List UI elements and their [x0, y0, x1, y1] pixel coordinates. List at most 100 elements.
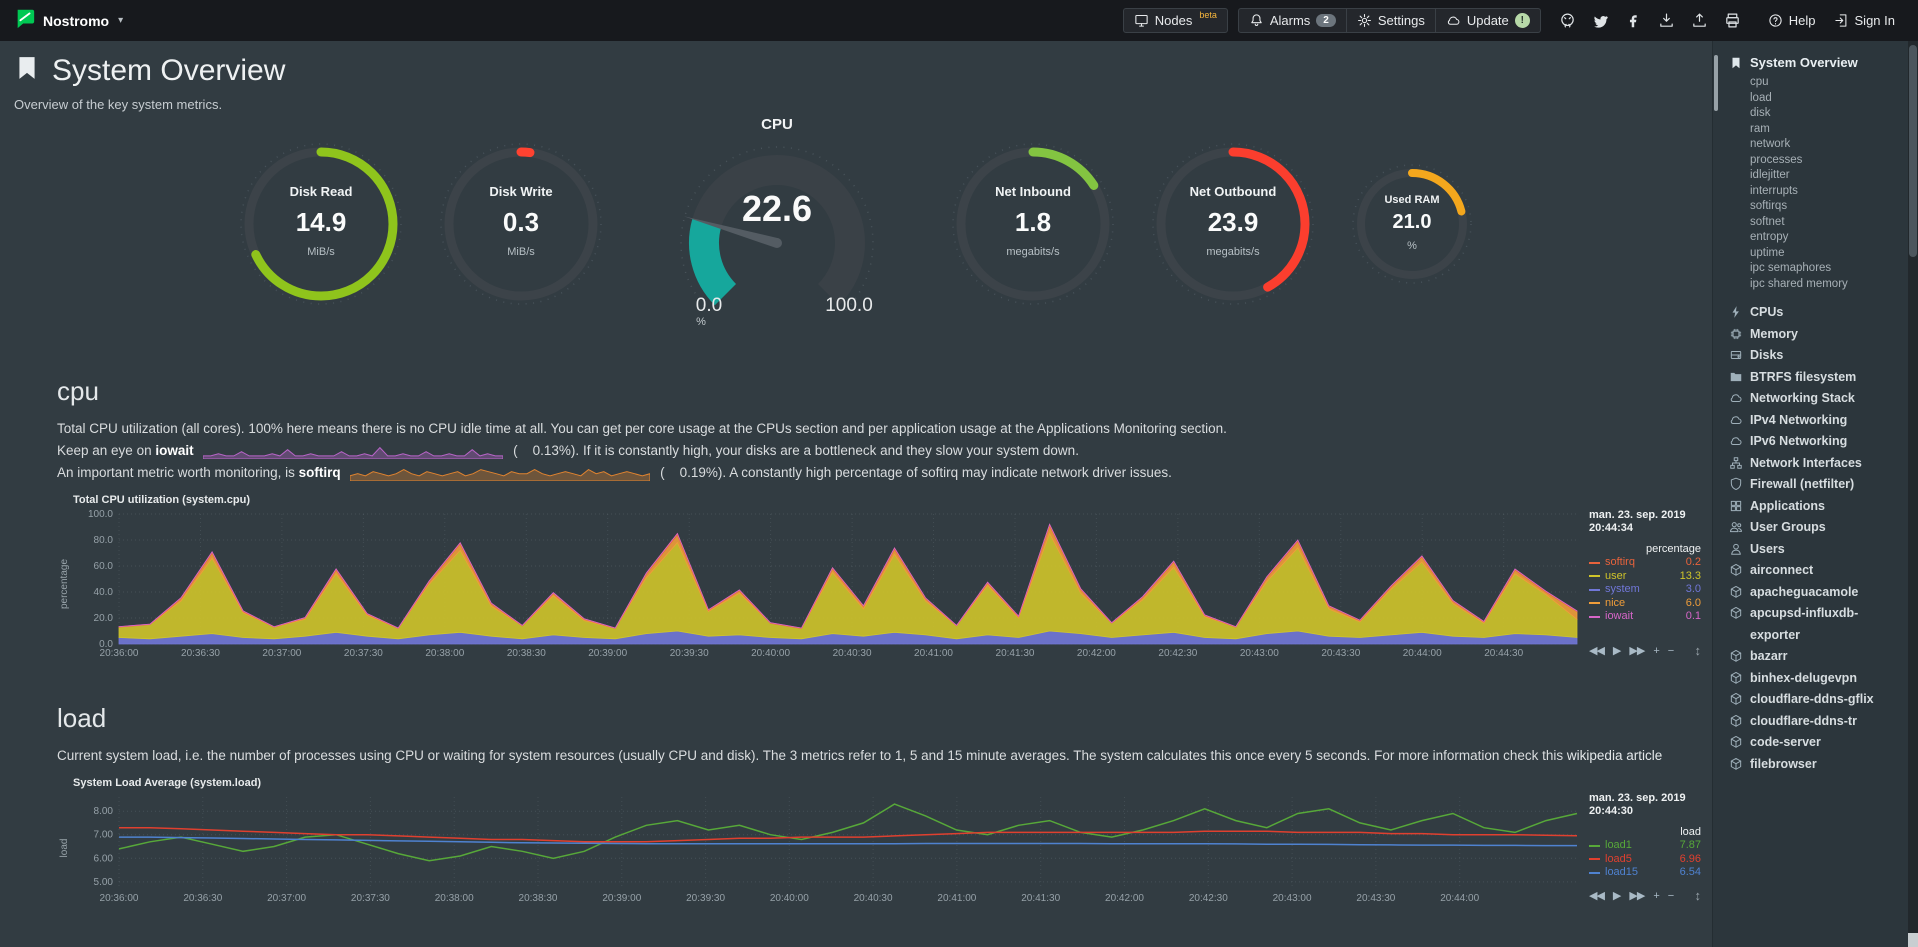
sidebar-item-disks[interactable]: Disks: [1729, 345, 1902, 367]
export-link[interactable]: [1658, 12, 1675, 29]
gauge-used-ram[interactable]: Used RAM 21.0 %: [1349, 161, 1475, 287]
settings-button[interactable]: Settings: [1346, 8, 1436, 33]
user-icon: [1731, 543, 1741, 555]
softirq-sparkline[interactable]: [349, 466, 651, 482]
signin-link[interactable]: Sign In: [1834, 13, 1895, 28]
sidebar-item-bazarr[interactable]: bazarr: [1729, 646, 1902, 668]
chart-resize-handle[interactable]: ↕: [1694, 643, 1702, 658]
page-scrollbar-thumb[interactable]: [1909, 45, 1917, 257]
sidebar-subitem-softirqs[interactable]: softirqs: [1750, 200, 1788, 212]
cloud-icon: [1730, 415, 1742, 424]
legend-item-nice[interactable]: nice 6.0: [1589, 597, 1701, 611]
sidebar-subitem-disk[interactable]: disk: [1750, 107, 1771, 119]
alarms-button[interactable]: Alarms 2: [1237, 8, 1347, 33]
sidebar-subitem-ram[interactable]: ram: [1750, 122, 1770, 135]
sidebar-item-code-server[interactable]: code-server: [1729, 732, 1902, 754]
sidebar-item-applications[interactable]: Applications: [1729, 496, 1902, 518]
sidebar-item-users[interactable]: Users: [1729, 539, 1902, 561]
sidebar-item-btrfs-filesystem[interactable]: BTRFS filesystem: [1729, 367, 1902, 389]
sidebar-subitem-processes[interactable]: processes: [1750, 153, 1803, 166]
legend-value: 6.0: [1685, 596, 1701, 609]
chart-plot-cpu[interactable]: 100.0 80.0 60.0 40.0 20.0 0.020:36:00 20:36:30…: [73, 509, 1581, 659]
chart-play-button[interactable]: ▶: [1612, 645, 1622, 657]
chart-pan-backward-button[interactable]: ◀◀: [1589, 645, 1605, 657]
gauge-label: Net Outbound: [1189, 184, 1277, 199]
legend-item-iowait[interactable]: iowait 0.1: [1589, 610, 1701, 624]
sidebar-item-ipv6-networking[interactable]: IPv6 Networking: [1729, 431, 1902, 453]
chart-zoom-in-button[interactable]: +: [1653, 889, 1660, 902]
sidebar-item-cloudflare-ddns-gflix[interactable]: cloudflare-ddns-gflix: [1729, 689, 1902, 711]
chart-pan-forward-button[interactable]: ▶▶: [1629, 890, 1645, 902]
sidebar-subitem-interrupts[interactable]: interrupts: [1750, 184, 1798, 197]
gauge-net-inbound[interactable]: Net Inbound 1.8 megabits/s: [949, 140, 1117, 308]
gauge-net-outbound[interactable]: Net Outbound 23.9 megabits/s: [1149, 140, 1317, 308]
gauge-disk-write[interactable]: Disk Write 0.3 MiB/s: [437, 140, 605, 308]
sidebar-item-ipv4-networking[interactable]: IPv4 Networking: [1729, 410, 1902, 432]
sidebar-item-memory[interactable]: Memory: [1729, 324, 1902, 346]
sidebar-item-networking-stack[interactable]: Networking Stack: [1729, 388, 1902, 410]
legend-item-load5[interactable]: load5 6.96: [1589, 853, 1701, 867]
sidebar-item-binhex-delugevpn[interactable]: binhex-delugevpn: [1729, 668, 1902, 690]
chart-legend: man. 23. sep. 2019 20:44:30 load load1 7…: [1581, 792, 1701, 904]
legend-item-system[interactable]: system 3.0: [1589, 583, 1701, 597]
svg-text:60.0: 60.0: [94, 561, 114, 572]
legend-item-user[interactable]: user 13.3: [1589, 570, 1701, 584]
github-link[interactable]: [1559, 12, 1576, 29]
sidebar-item-apacheguacamole[interactable]: apacheguacamole: [1729, 582, 1902, 604]
cloud-icon: [1730, 394, 1742, 402]
chart-play-button[interactable]: ▶: [1612, 890, 1622, 902]
iowait-sparkline[interactable]: [202, 444, 504, 460]
legend-time: 20:44:34: [1589, 522, 1634, 534]
sidebar-item-label: Networking Stack: [1750, 391, 1855, 405]
chart-legend: man. 23. sep. 2019 20:44:34 percentage s…: [1581, 509, 1701, 659]
cube-icon: [1730, 692, 1742, 705]
twitter-link[interactable]: [1592, 12, 1609, 29]
sidebar-subitem-network[interactable]: network: [1750, 138, 1791, 150]
sidebar-item-network-interfaces[interactable]: Network Interfaces: [1729, 453, 1902, 475]
legend-item-softirq[interactable]: softirq 0.2: [1589, 556, 1701, 570]
legend-value: 6.96: [1679, 852, 1701, 865]
gauge-ring: [240, 143, 402, 305]
chart-zoom-in-button[interactable]: +: [1653, 644, 1660, 657]
legend-item-load1[interactable]: load1 7.87: [1589, 839, 1701, 853]
svg-text:20:42:30: 20:42:30: [1189, 893, 1228, 904]
sidebar-item-system-overview[interactable]: System Overview: [1729, 55, 1902, 70]
sidebar-item-apcupsd-influxdb-exporter[interactable]: apcupsd-influxdb-exporter: [1729, 603, 1902, 646]
wikipedia-link[interactable]: wikipedia article: [1566, 748, 1663, 763]
bookmark-glyph: [19, 57, 35, 79]
chart-pan-forward-button[interactable]: ▶▶: [1629, 645, 1645, 657]
sidebar-item-user-groups[interactable]: User Groups: [1729, 517, 1902, 539]
facebook-link[interactable]: [1625, 12, 1642, 29]
gauge-cpu[interactable]: CPU 22.6 0.0 100.0 %: [637, 116, 917, 332]
legend-swatch: [1589, 561, 1600, 564]
import-link[interactable]: [1691, 12, 1708, 29]
svg-text:20:38:30: 20:38:30: [507, 648, 546, 659]
sidebar-subitem-uptime[interactable]: uptime: [1750, 246, 1785, 259]
sidebar-item-firewall-netfilter[interactable]: Firewall (netfilter): [1729, 474, 1902, 496]
chart-pan-backward-button[interactable]: ◀◀: [1589, 890, 1605, 902]
sidebar-subitem-ipc-shared-memory[interactable]: ipc shared memory: [1750, 277, 1848, 290]
sidebar-subitem-softnet[interactable]: softnet: [1750, 215, 1785, 228]
gauge-disk-read[interactable]: Disk Read 14.9 MiB/s: [237, 140, 405, 308]
sidebar-subitem-ipc-semaphores[interactable]: ipc semaphores: [1750, 262, 1832, 274]
print-link[interactable]: [1724, 12, 1741, 29]
chart-zoom-out-button[interactable]: −: [1667, 889, 1675, 902]
page-scrollbar[interactable]: [1908, 41, 1918, 947]
sidebar-subitem-load[interactable]: load: [1750, 91, 1772, 104]
chart-zoom-out-button[interactable]: −: [1667, 644, 1675, 657]
sidebar-subitem-idlejitter[interactable]: idlejitter: [1750, 169, 1790, 181]
legend-item-load15[interactable]: load15 6.54: [1589, 866, 1701, 880]
sidebar-subitem-entropy[interactable]: entropy: [1750, 231, 1789, 243]
chart-plot-load[interactable]: 8.00 7.00 6.00 5.00 20:36:00 20:36:30 20:37:00…: [73, 792, 1581, 904]
node-selector[interactable]: Nostromo ▾: [14, 7, 123, 34]
help-link[interactable]: Help: [1768, 13, 1816, 28]
svg-text:20:43:00: 20:43:00: [1273, 893, 1312, 904]
nodes-button[interactable]: Nodes beta: [1122, 8, 1228, 33]
sidebar-item-filebrowser[interactable]: filebrowser: [1729, 754, 1902, 776]
update-button[interactable]: Update!: [1435, 8, 1541, 33]
chart-resize-handle[interactable]: ↕: [1694, 888, 1702, 903]
sidebar-item-airconnect[interactable]: airconnect: [1729, 560, 1902, 582]
sidebar-item-cloudflare-ddns-tr[interactable]: cloudflare-ddns-tr: [1729, 711, 1902, 733]
sidebar-item-cpus[interactable]: CPUs: [1729, 302, 1902, 324]
sidebar-subitem-cpu[interactable]: cpu: [1750, 76, 1769, 88]
